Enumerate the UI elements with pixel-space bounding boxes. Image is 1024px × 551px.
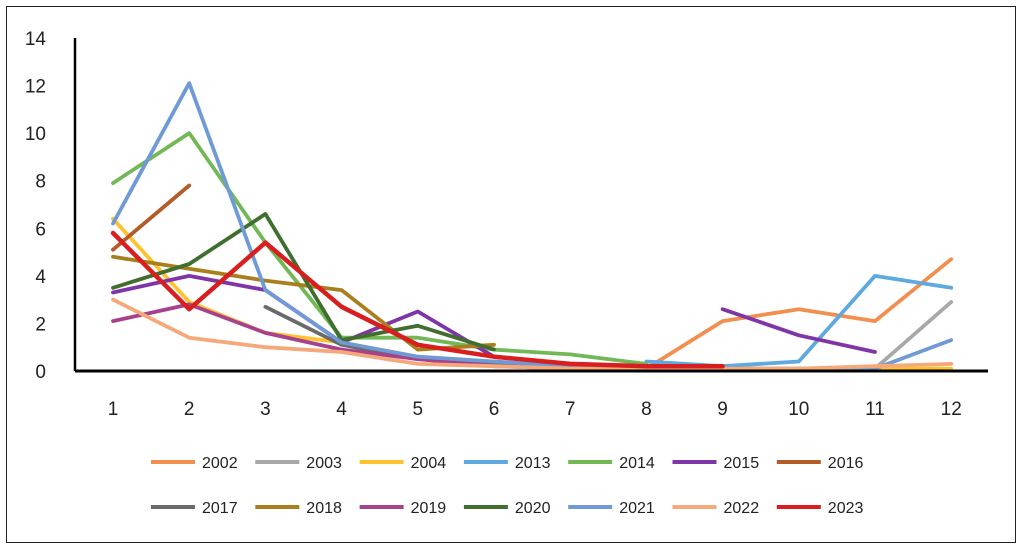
y-tick-label: 8 bbox=[35, 172, 46, 193]
series-line-2002 bbox=[644, 257, 954, 371]
x-tick-label: 11 bbox=[865, 399, 885, 420]
chart-frame bbox=[6, 6, 1016, 543]
legend-item-2014: 2014 bbox=[568, 455, 655, 472]
legend-item-2016: 2016 bbox=[776, 455, 864, 472]
series-lines bbox=[110, 81, 954, 371]
series-2014 bbox=[111, 131, 649, 366]
series-line-2004 bbox=[111, 216, 954, 371]
series-line-2022 bbox=[111, 297, 954, 371]
x-axis-tick-labels: 1 2 3 4 5 6 7 8 9 10 11 12 bbox=[108, 399, 962, 420]
series-2021 bbox=[111, 81, 954, 371]
legend-item-2003: 2003 bbox=[255, 455, 342, 472]
series-2013 bbox=[644, 273, 954, 369]
legend-label: 2017 bbox=[202, 500, 238, 517]
legend-label: 2019 bbox=[411, 500, 447, 517]
series-line-2013 bbox=[644, 273, 954, 369]
x-tick-label: 9 bbox=[717, 399, 728, 420]
x-tick-label: 10 bbox=[788, 399, 809, 420]
series-2002 bbox=[644, 257, 954, 371]
legend-item-2004: 2004 bbox=[359, 455, 447, 472]
legend-item-2018: 2018 bbox=[255, 500, 342, 517]
legend-label: 2015 bbox=[724, 455, 760, 472]
y-axis-tick-labels: 0 2 4 6 8 10 12 14 bbox=[25, 29, 47, 383]
y-tick-label: 12 bbox=[25, 77, 46, 98]
x-tick-label: 1 bbox=[108, 399, 119, 420]
legend-label: 2002 bbox=[202, 455, 238, 472]
legend-label: 2016 bbox=[828, 455, 864, 472]
legend-item-2020: 2020 bbox=[463, 500, 551, 517]
legend-label: 2014 bbox=[619, 455, 655, 472]
series-line-2014 bbox=[111, 131, 649, 366]
series-2022 bbox=[111, 297, 954, 371]
legend-label: 2018 bbox=[306, 500, 342, 517]
legend-item-2013: 2013 bbox=[463, 455, 551, 472]
x-tick-label: 6 bbox=[489, 399, 500, 420]
series-2023 bbox=[110, 230, 725, 369]
x-tick-label: 7 bbox=[565, 399, 576, 420]
series-2004 bbox=[111, 216, 954, 371]
series-line-2016 bbox=[111, 183, 192, 252]
y-tick-label: 4 bbox=[35, 267, 46, 288]
y-tick-label: 6 bbox=[35, 219, 46, 240]
series-line-2021 bbox=[111, 81, 954, 371]
legend-label: 2013 bbox=[515, 455, 551, 472]
x-tick-label: 5 bbox=[413, 399, 424, 420]
series-line-2015 bbox=[720, 307, 877, 354]
legend-label: 2003 bbox=[306, 455, 342, 472]
y-tick-label: 0 bbox=[35, 362, 46, 383]
legend-item-2023: 2023 bbox=[776, 500, 864, 517]
legend-label: 2020 bbox=[515, 500, 551, 517]
x-tick-label: 3 bbox=[260, 399, 271, 420]
legend-item-2022: 2022 bbox=[672, 500, 760, 517]
series-line-2023 bbox=[110, 230, 725, 369]
legend-item-2021: 2021 bbox=[568, 500, 655, 517]
legend-label: 2021 bbox=[619, 500, 655, 517]
legend: 2002 2003 2004 2013 2014 2015 2016 2017 2018 2019… bbox=[151, 455, 863, 517]
legend-label: 2022 bbox=[724, 500, 760, 517]
legend-item-2017: 2017 bbox=[151, 500, 238, 517]
y-tick-label: 10 bbox=[25, 124, 46, 145]
y-tick-label: 14 bbox=[25, 29, 47, 50]
y-tick-label: 2 bbox=[35, 314, 46, 335]
legend-label: 2023 bbox=[828, 500, 864, 517]
legend-label: 2004 bbox=[411, 455, 447, 472]
x-tick-label: 8 bbox=[641, 399, 652, 420]
x-tick-label: 4 bbox=[336, 399, 347, 420]
x-tick-label: 2 bbox=[184, 399, 195, 420]
x-tick-label: 12 bbox=[941, 399, 962, 420]
legend-item-2015: 2015 bbox=[672, 455, 760, 472]
series-2016 bbox=[111, 183, 192, 252]
legend-item-2002: 2002 bbox=[151, 455, 238, 472]
legend-item-2019: 2019 bbox=[359, 500, 447, 517]
